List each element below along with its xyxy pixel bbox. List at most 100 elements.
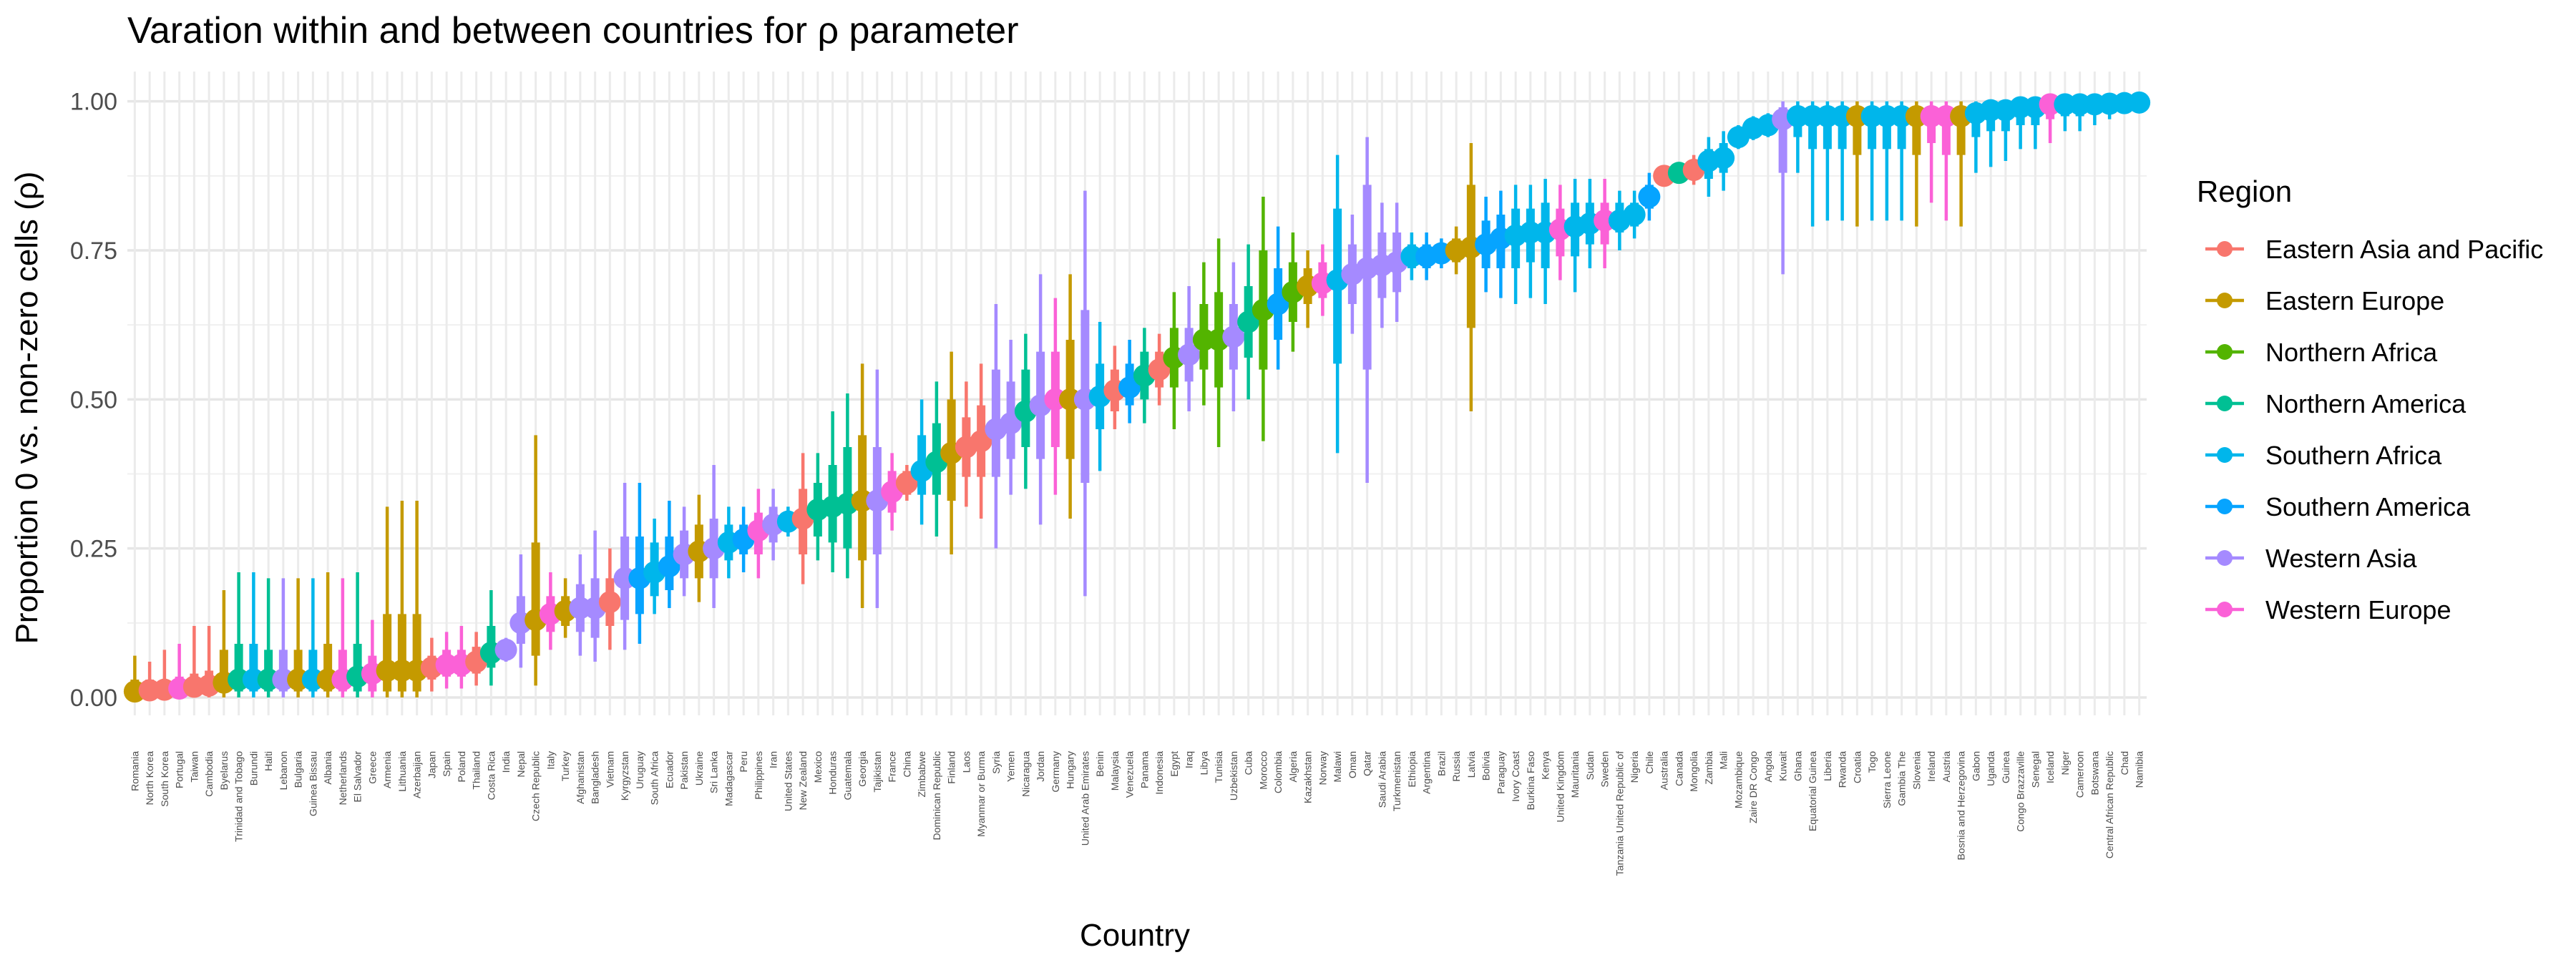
legend: Region Eastern Asia and Pacific Eastern E… [2197, 175, 2543, 624]
x-tick-label: Greece [366, 751, 378, 784]
x-tick-label: Indonesia [1153, 751, 1165, 795]
x-tick-label: Georgia [857, 751, 868, 787]
x-tick-label: Portugal [174, 751, 185, 788]
x-tick-label: Afghanistan [575, 751, 586, 804]
x-tick-label: Burkina Faso [1525, 751, 1536, 810]
x-tick-label: Ecuador [663, 751, 675, 788]
legend-item: Western Asia [2205, 544, 2417, 573]
legend-label: Southern America [2265, 492, 2471, 521]
median-point-Yemen [1000, 412, 1023, 435]
x-tick-label: Austria [1941, 751, 1952, 783]
x-tick-label: Lebanon [278, 751, 289, 790]
x-tick-label: Colombia [1272, 751, 1284, 793]
x-tick-label: Kazakhstan [1302, 751, 1314, 803]
x-tick-label: Ethiopia [1406, 751, 1418, 788]
x-tick-label: Congo Brazzaville [2015, 751, 2026, 832]
x-axis-ticks: Romania North Korea South Korea Portugal Tai… [129, 751, 2145, 876]
x-tick-label: Brazil [1435, 751, 1447, 776]
x-tick-label: Ivory Coast [1510, 751, 1521, 802]
x-tick-label: Chad [2119, 751, 2130, 775]
x-tick-label: Equatorial Guinea [1807, 751, 1818, 831]
median-point-Myanmar or Burma [970, 430, 992, 453]
legend-label: Northern Africa [2265, 338, 2438, 367]
x-tick-label: Kuwait [1777, 751, 1789, 781]
x-tick-label: Turkey [560, 751, 571, 781]
x-tick-label: South Africa [649, 751, 660, 805]
x-tick-label: Laos [960, 751, 972, 773]
x-tick-label: Iran [768, 751, 779, 768]
median-point-Uzbekistan [1222, 325, 1245, 348]
x-tick-label: Lithuania [396, 751, 408, 792]
x-tick-label: Norway [1317, 751, 1328, 785]
x-tick-label: Russia [1450, 751, 1462, 782]
legend-key-marker [2217, 293, 2233, 308]
x-tick-label: Botswana [2089, 751, 2100, 795]
x-tick-label: Iceland [2044, 751, 2056, 783]
x-tick-label: Costa Rica [485, 751, 497, 800]
x-tick-label: Benin [1094, 751, 1106, 777]
x-tick-label: United Arab Emirates [1079, 751, 1091, 846]
x-tick-label: Byelarus [218, 751, 230, 790]
x-tick-label: Nigeria [1629, 751, 1640, 783]
y-tick-label: 1.00 [70, 89, 117, 116]
median-point-Chile [1638, 185, 1661, 208]
x-tick-label: Paraguay [1495, 751, 1506, 794]
x-tick-label: Nicaragua [1020, 751, 1031, 797]
x-tick-label: Cameroon [2074, 751, 2086, 798]
legend-item: Eastern Europe [2205, 286, 2444, 315]
x-tick-label: Gabon [1970, 751, 1981, 781]
x-tick-label: Venezuela [1124, 751, 1136, 798]
x-tick-label: Tunisia [1213, 751, 1224, 783]
x-tick-label: Togo [1866, 751, 1878, 773]
x-tick-label: Cambodia [203, 751, 215, 797]
median-point-China [895, 471, 918, 494]
x-tick-label: Yemen [1005, 751, 1017, 782]
x-tick-label: Sri Lanka [708, 751, 720, 793]
x-tick-label: Vietnam [604, 751, 615, 788]
legend-label: Southern Africa [2265, 441, 2442, 470]
x-tick-label: Saudi Arabia [1376, 751, 1387, 808]
x-tick-label: Algeria [1287, 751, 1299, 783]
x-tick-label: Morocco [1257, 751, 1269, 790]
median-point-Ecuador [658, 555, 680, 578]
x-tick-label: Malawi [1332, 751, 1343, 783]
legend-item: Western Europe [2205, 595, 2451, 624]
x-tick-label: Croatia [1851, 751, 1863, 783]
x-tick-label: China [901, 751, 912, 778]
x-tick-label: Mali [1718, 751, 1729, 770]
legend-label: Northern America [2265, 389, 2467, 418]
median-point-Indonesia [1148, 358, 1171, 381]
x-tick-label: Italy [545, 751, 556, 770]
x-tick-label: Honduras [827, 751, 839, 795]
x-tick-label: Azerbaijan [411, 751, 423, 798]
x-tick-label: Madagascar [723, 751, 734, 806]
x-tick-label: Dominican Republic [931, 751, 942, 841]
legend-key-marker [2217, 447, 2233, 463]
x-tick-label: Mauritania [1569, 751, 1581, 798]
median-point-Iraq [1178, 343, 1201, 366]
x-tick-label: Nepal [515, 751, 527, 778]
x-tick-label: Slovenia [1911, 751, 1922, 790]
x-tick-label: Australia [1659, 751, 1670, 790]
x-tick-label: Uganda [1985, 751, 1996, 786]
x-tick-label: Zimbabwe [916, 751, 927, 798]
x-tick-label: Ireland [1926, 751, 1937, 782]
legend-title: Region [2197, 175, 2292, 208]
x-tick-label: Zambia [1703, 751, 1714, 785]
x-tick-label: Uzbekistan [1228, 751, 1239, 800]
legend-label: Western Asia [2265, 544, 2417, 573]
legend-item: Northern Africa [2205, 338, 2438, 367]
x-tick-label: France [887, 751, 898, 783]
x-tick-label: Argentina [1421, 751, 1433, 794]
x-tick-label: Qatar [1362, 751, 1373, 776]
x-tick-label: Bolivia [1480, 751, 1492, 780]
x-tick-label: Sudan [1584, 751, 1596, 780]
legend-key-marker [2217, 344, 2233, 360]
median-point-Vietnam [598, 591, 621, 614]
x-tick-label: Liberia [1822, 751, 1833, 781]
x-tick-label: Iraq [1184, 751, 1195, 768]
x-tick-label: Chile [1644, 751, 1655, 774]
y-axis-ticks: 0.00 0.25 0.50 0.75 1.00 [70, 89, 117, 712]
x-tick-label: Niger [2059, 751, 2071, 775]
x-tick-label: Thailand [471, 751, 482, 790]
